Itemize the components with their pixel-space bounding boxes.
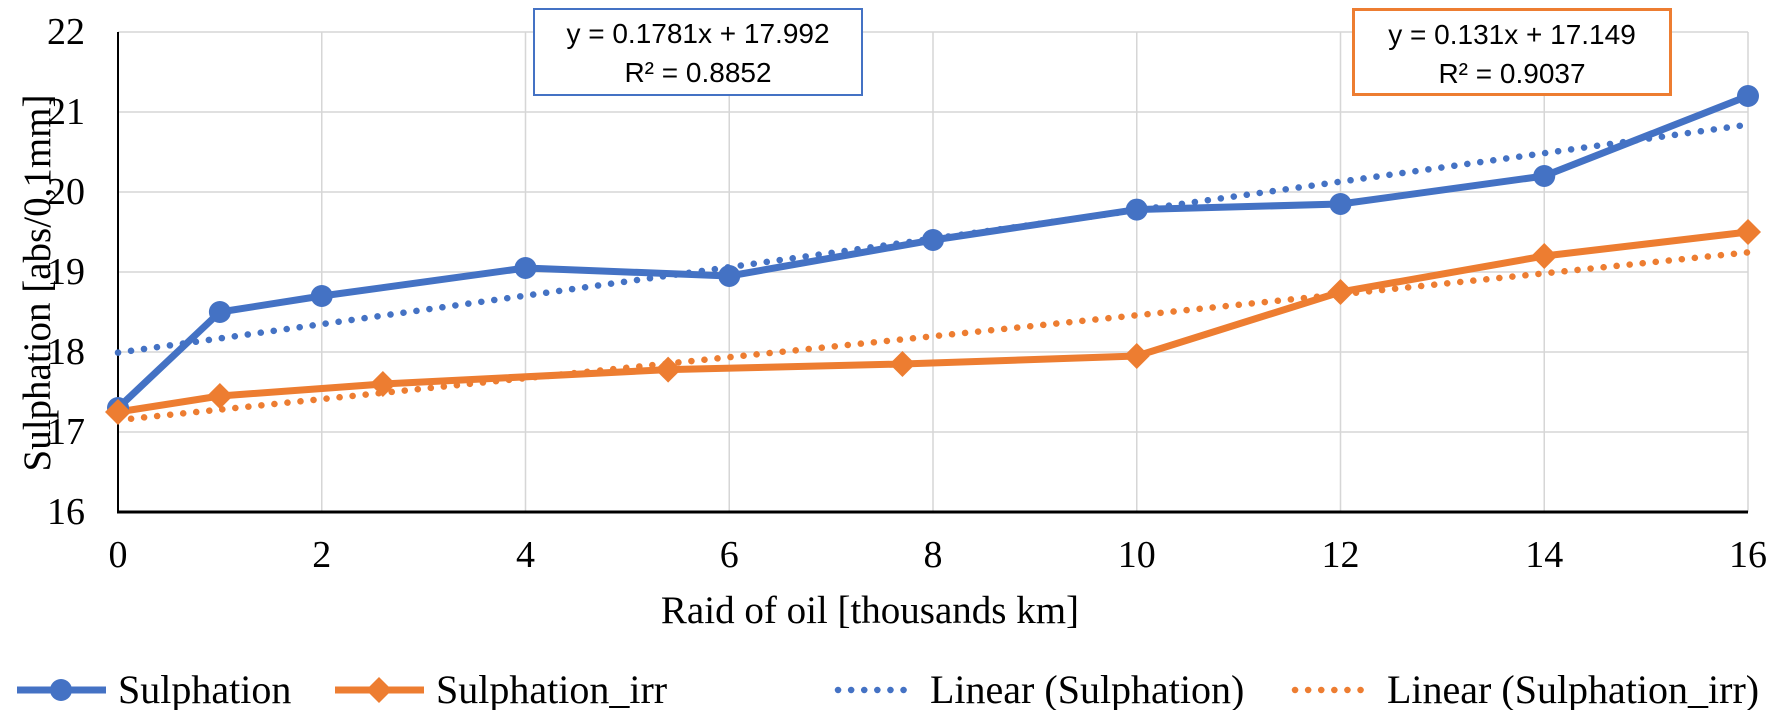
x-tick-label: 10 xyxy=(1117,534,1156,576)
marker-circle xyxy=(1329,193,1352,215)
trendline-linear-sulphation_irr- xyxy=(114,249,1752,424)
legend-swatch-orange-dotted-line-icon xyxy=(1291,686,1377,694)
x-tick-label: 6 xyxy=(719,534,739,576)
marker-diamond xyxy=(105,399,131,425)
y-tick-label: 20 xyxy=(47,171,85,213)
series-line-sulphation xyxy=(114,92,1752,412)
y-tick-label: 16 xyxy=(47,491,85,533)
legend-swatch-orange-line-diamond-icon xyxy=(335,677,424,703)
y-tick-label: 21 xyxy=(47,91,85,133)
marker-circle xyxy=(1125,198,1148,221)
y-tick-label: 18 xyxy=(47,331,85,373)
marker-circle xyxy=(1737,85,1759,107)
legend-label: Sulphation xyxy=(118,667,292,710)
legend-swatch-blue-dotted-line-icon xyxy=(834,686,920,694)
marker-circle xyxy=(310,285,333,307)
marker-circle xyxy=(718,265,741,287)
marker-diamond xyxy=(369,371,396,397)
legend-label: Linear (Sulphation) xyxy=(930,667,1245,710)
x-axis-title: Raid of oil [thousands km] xyxy=(660,589,1080,632)
marker-diamond xyxy=(889,351,916,377)
marker-diamond xyxy=(1327,279,1354,305)
y-axis-title: Sulphation [abs/0,1mm] xyxy=(16,94,59,472)
equation-text: y = 0.131x + 17.149 xyxy=(1388,19,1636,50)
x-tick-label: 4 xyxy=(516,534,535,576)
x-tick-label: 12 xyxy=(1321,534,1360,576)
x-tick-label: 2 xyxy=(312,534,332,576)
y-tick-label: 19 xyxy=(47,251,85,293)
x-tick-label: 8 xyxy=(923,534,943,576)
trendline-equation-box-sulphation-irr: y = 0.131x + 17.149 R² = 0.9037 xyxy=(1352,8,1672,96)
legend-item-linear-sulphation: Linear (Sulphation) xyxy=(832,668,1244,710)
legend-item-linear-sulphation-irr: Linear (Sulphation_irr) xyxy=(1289,668,1759,710)
legend-label: Linear (Sulphation_irr) xyxy=(1387,667,1760,710)
legend-swatch-blue-line-circle-icon xyxy=(17,679,106,701)
legend-label: Sulphation_irr xyxy=(436,667,668,710)
marker-diamond xyxy=(1735,219,1761,245)
trendline-equation-box-sulphation: y = 0.1781x + 17.992 R² = 0.8852 xyxy=(533,8,863,96)
equation-text: y = 0.1781x + 17.992 xyxy=(566,18,830,49)
marker-circle xyxy=(922,229,944,251)
r-squared-text: R² = 0.8852 xyxy=(624,57,772,88)
marker-circle xyxy=(1533,165,1556,187)
legend-item-sulphation-irr: Sulphation_irr xyxy=(333,668,667,710)
marker-circle xyxy=(208,301,231,323)
marker-diamond xyxy=(655,356,682,383)
marker-circle xyxy=(514,257,537,279)
y-tick-label: 22 xyxy=(47,11,85,53)
x-tick-label: 16 xyxy=(1729,534,1767,576)
y-tick-label: 17 xyxy=(47,411,85,453)
marker-diamond xyxy=(206,383,233,409)
legend-item-sulphation: Sulphation xyxy=(15,668,291,710)
r-squared-text: R² = 0.9037 xyxy=(1438,58,1586,89)
x-tick-label: 14 xyxy=(1525,534,1564,576)
x-tick-label: 0 xyxy=(108,534,128,576)
marker-diamond xyxy=(1123,343,1150,369)
marker-diamond xyxy=(1531,243,1558,269)
